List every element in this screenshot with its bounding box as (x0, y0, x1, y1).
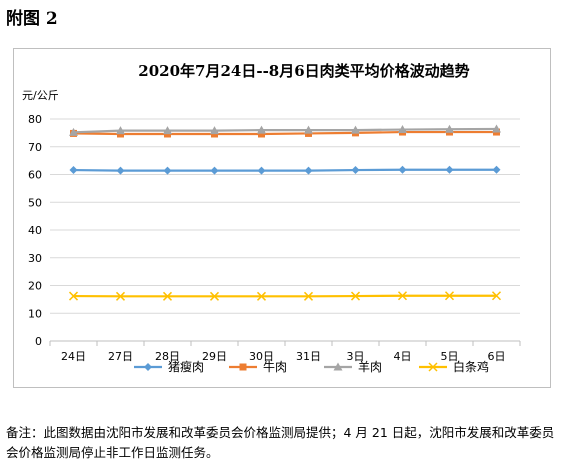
series-3-point (115, 291, 126, 301)
legend-label: 羊肉 (358, 359, 382, 374)
series-3-point (491, 291, 502, 301)
y-tick-label: 30 (28, 252, 42, 265)
series-0-point (445, 165, 454, 174)
series-3-point-stroke-b (350, 291, 361, 301)
axes: 0 10 20 30 40 50 60 70 80 24日 27日 28日 29日 30日 31日 3日 4日 5… (28, 113, 521, 363)
x-tick-label: 24日 (61, 350, 86, 363)
legend-label: 牛肉 (263, 359, 287, 374)
series-0-point (398, 165, 407, 174)
y-tick-label: 20 (28, 280, 42, 293)
series-3-point (397, 291, 408, 301)
y-tick-label: 80 (28, 113, 42, 126)
series-0-point (69, 166, 78, 175)
y-tick-label: 0 (35, 335, 42, 348)
x-tick-label: 31日 (296, 350, 321, 363)
x-tick-label: 29日 (202, 350, 227, 363)
series-3-point (162, 291, 173, 301)
legend-marker (239, 363, 247, 371)
series-0-point (163, 166, 172, 175)
price-trend-chart: 2020年7月24日--8月6日肉类平均价格波动趋势 元/公斤 0 10 20 30 4… (22, 62, 521, 374)
series-3-point (68, 291, 79, 301)
series-2-line (73, 127, 497, 134)
series-3-point-stroke-b (491, 291, 502, 301)
series-2-point (257, 125, 266, 134)
y-tick-label: 70 (28, 141, 42, 154)
series-2-point (398, 125, 407, 134)
legend-marker (333, 362, 343, 371)
series-group (68, 124, 502, 301)
x-tick-label: 5日 (441, 350, 459, 363)
series-3-point (444, 291, 455, 301)
series-3-point-stroke-b (303, 291, 314, 301)
legend-label: 猪瘦肉 (168, 359, 204, 374)
y-tick-label: 10 (28, 307, 42, 320)
y-tick-label: 40 (28, 224, 42, 237)
series-0-point (304, 166, 313, 175)
chart-frame: 2020年7月24日--8月6日肉类平均价格波动趋势 元/公斤 0 10 20 30 4… (13, 48, 551, 388)
y-tick-label: 50 (28, 196, 42, 209)
legend-marker-stroke-b (428, 362, 438, 372)
gridlines (50, 118, 520, 342)
series-3-point (350, 291, 361, 301)
series-3-point (209, 291, 220, 301)
series-3-point-stroke-b (256, 291, 267, 301)
legend-label: 白条鸡 (453, 359, 489, 374)
legend-marker (428, 362, 438, 372)
chart-title: 2020年7月24日--8月6日肉类平均价格波动趋势 (138, 62, 469, 80)
series-3-point-stroke-b (115, 291, 126, 301)
legend-marker (144, 363, 152, 371)
series-3-point (256, 291, 267, 301)
figure-label: 附图 2 (6, 9, 58, 29)
series-0-point (210, 166, 219, 175)
x-tick-label: 3日 (347, 350, 365, 363)
series-3-point-stroke-b (68, 291, 79, 301)
series-3-point-stroke-b (397, 291, 408, 301)
series-0-point (351, 166, 360, 175)
y-tick-label: 60 (28, 169, 42, 182)
series-3-line (73, 294, 497, 298)
series-1-line (73, 130, 497, 136)
x-tick-label: 27日 (108, 350, 133, 363)
series-2-point (210, 126, 219, 135)
series-0-point (116, 166, 125, 175)
series-2-point (304, 125, 313, 134)
footnote: 备注：此图数据由沈阳市发展和改革委员会价格监测局提供；4 月 21 日起，沈阳市… (6, 425, 555, 460)
x-tick-label: 6日 (488, 350, 506, 363)
series-2-point (116, 126, 125, 135)
series-3-point-stroke-b (209, 291, 220, 301)
series-1-point (258, 130, 265, 138)
series-3-point-stroke-b (444, 291, 455, 301)
series-2-point (163, 126, 172, 135)
x-tick-label: 28日 (155, 350, 180, 363)
series-3-point-stroke-b (162, 291, 173, 301)
series-2-point (69, 127, 78, 136)
series-0-line (73, 168, 497, 172)
series-0-point (257, 166, 266, 175)
series-2-point (492, 124, 501, 133)
x-tick-label: 30日 (249, 350, 274, 363)
legend: 猪瘦肉 牛肉 羊肉 白条鸡 (134, 359, 489, 374)
series-0-point (492, 165, 501, 174)
series-2-point (351, 125, 360, 134)
series-2-point (445, 124, 454, 133)
series-3-point (303, 291, 314, 301)
y-axis-unit: 元/公斤 (22, 89, 59, 102)
x-tick-label: 4日 (394, 350, 412, 363)
